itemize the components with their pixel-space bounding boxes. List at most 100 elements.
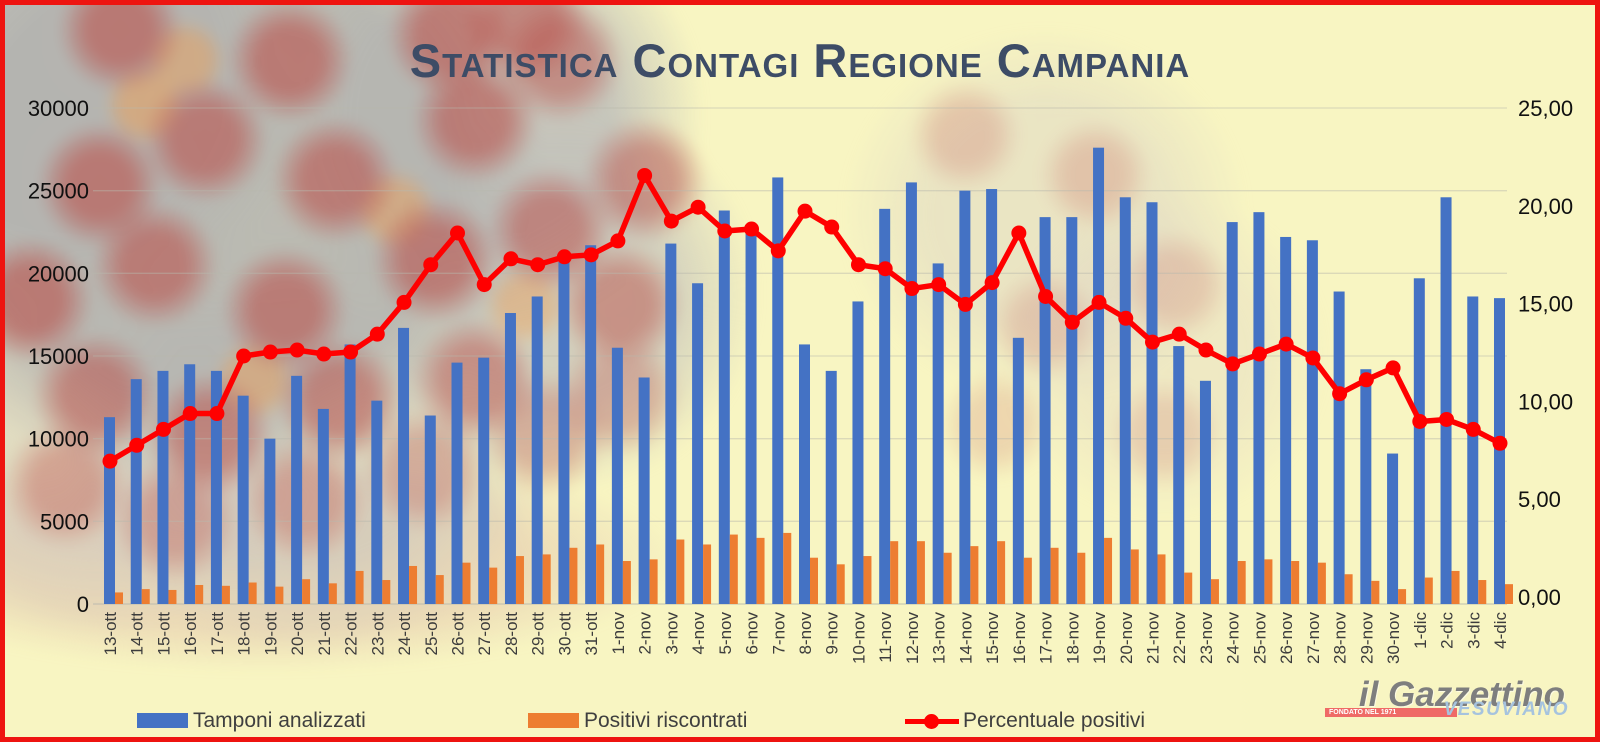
point-percentuale-2-dic — [1439, 411, 1455, 427]
point-percentuale-6-nov — [744, 221, 760, 237]
bar-positivi-31-ott — [596, 544, 605, 604]
bar-positivi-22-ott — [355, 570, 364, 604]
bar-tamponi-3-dic — [1467, 296, 1479, 604]
point-percentuale-19-nov — [1091, 294, 1107, 310]
bar-positivi-15-ott — [168, 589, 177, 604]
bar-positivi-17-ott — [221, 585, 230, 604]
bar-positivi-27-ott — [489, 567, 498, 604]
svg-text:21-ott: 21-ott — [315, 612, 334, 656]
bar-positivi-10-nov — [863, 556, 872, 604]
svg-text:10000: 10000 — [28, 427, 89, 452]
point-percentuale-17-ott — [209, 406, 225, 422]
point-percentuale-1-nov — [610, 233, 626, 249]
point-percentuale-1-dic — [1412, 413, 1428, 429]
point-percentuale-14-nov — [957, 296, 973, 312]
bar-positivi-1-nov — [622, 561, 631, 604]
bar-positivi-29-ott — [542, 554, 551, 604]
svg-text:20-nov: 20-nov — [1117, 612, 1136, 664]
bar-positivi-3-dic — [1478, 580, 1487, 604]
bar-tamponi-24-nov — [1226, 222, 1238, 604]
point-percentuale-5-nov — [717, 223, 733, 239]
bar-positivi-25-ott — [435, 575, 444, 604]
svg-text:19-ott: 19-ott — [261, 612, 280, 656]
bar-tamponi-6-nov — [745, 230, 757, 604]
svg-text:20000: 20000 — [28, 261, 89, 286]
bar-tamponi-18-nov — [1066, 217, 1078, 604]
svg-text:5000: 5000 — [40, 509, 89, 534]
bar-tamponi-16-ott — [184, 364, 196, 604]
bar-tamponi-4-nov — [692, 283, 704, 604]
svg-text:25,00: 25,00 — [1518, 96, 1573, 121]
svg-text:21-nov: 21-nov — [1144, 612, 1163, 664]
svg-text:26-ott: 26-ott — [449, 612, 468, 656]
svg-text:31-ott: 31-ott — [582, 612, 601, 656]
point-percentuale-15-nov — [984, 275, 1000, 291]
point-percentuale-26-nov — [1278, 336, 1294, 352]
svg-text:11-nov: 11-nov — [876, 612, 895, 663]
svg-text:14-nov: 14-nov — [956, 612, 975, 664]
svg-text:24-nov: 24-nov — [1224, 612, 1243, 664]
svg-text:30-ott: 30-ott — [555, 612, 574, 656]
point-percentuale-3-nov — [663, 213, 679, 229]
svg-text:2-nov: 2-nov — [636, 612, 655, 655]
point-percentuale-16-ott — [182, 406, 198, 422]
svg-text:27-nov: 27-nov — [1304, 612, 1323, 664]
bar-positivi-1-dic — [1424, 577, 1433, 604]
point-percentuale-8-nov — [797, 203, 813, 219]
il-gazzettino-vesuviano-logo: il Gazzettino FONDATO NEL 1971 VESUVIANO — [1325, 675, 1567, 723]
bar-tamponi-15-nov — [986, 189, 998, 604]
point-percentuale-21-nov — [1145, 334, 1160, 350]
x-axis-date-labels: 13-ott 14-ott 15-ott 16-ott 17-ott 18-ott 19-o… — [101, 612, 1510, 664]
point-percentuale-27-ott — [476, 277, 492, 293]
bar-positivi-25-nov — [1264, 559, 1273, 604]
bar-tamponi-9-nov — [825, 370, 837, 604]
point-percentuale-29-ott — [530, 257, 546, 273]
bar-tamponi-14-nov — [959, 190, 971, 604]
point-percentuale-14-ott — [129, 437, 145, 453]
bar-tamponi-14-ott — [130, 379, 142, 604]
svg-text:15-ott: 15-ott — [154, 612, 173, 656]
point-percentuale-25-nov — [1251, 346, 1267, 362]
bar-tamponi-26-nov — [1280, 236, 1292, 604]
svg-text:22-ott: 22-ott — [342, 612, 361, 656]
bar-tamponi-15-ott — [157, 370, 169, 604]
point-percentuale-28-ott — [503, 251, 519, 267]
bar-tamponi-19-nov — [1093, 147, 1105, 604]
svg-text:25000: 25000 — [28, 179, 89, 204]
bar-positivi-28-nov — [1344, 574, 1353, 604]
bar-positivi-8-nov — [810, 557, 818, 604]
svg-text:6-nov: 6-nov — [743, 612, 762, 655]
bar-tamponi-21-ott — [317, 408, 329, 604]
svg-text:7-nov: 7-nov — [769, 612, 788, 655]
point-percentuale-12-nov — [904, 281, 920, 297]
bar-positivi-19-nov — [1104, 537, 1113, 604]
bar-positivi-13-nov — [943, 552, 952, 604]
bar-positivi-16-nov — [1023, 557, 1032, 604]
point-percentuale-21-ott — [316, 346, 332, 362]
bar-positivi-13-ott — [115, 592, 123, 604]
point-percentuale-19-ott — [262, 344, 278, 360]
svg-text:8-nov: 8-nov — [796, 612, 815, 655]
bar-tamponi-21-nov — [1146, 202, 1158, 605]
bar-tamponi-8-nov — [799, 344, 810, 604]
svg-text:26-nov: 26-nov — [1277, 612, 1296, 664]
svg-text:5,00: 5,00 — [1518, 487, 1561, 512]
bar-tamponi-30-nov — [1387, 453, 1399, 604]
point-percentuale-26-ott — [450, 225, 465, 241]
bar-positivi-24-ott — [409, 565, 418, 604]
bar-positivi-20-ott — [302, 579, 311, 604]
svg-text:3-nov: 3-nov — [662, 612, 681, 655]
bar-positivi-3-nov — [676, 539, 685, 604]
svg-text:27-ott: 27-ott — [475, 612, 494, 656]
bar-tamponi-27-nov — [1306, 240, 1318, 604]
point-percentuale-3-dic — [1465, 421, 1481, 437]
svg-text:23-ott: 23-ott — [368, 612, 387, 656]
svg-text:19-nov: 19-nov — [1090, 612, 1109, 664]
bar-tamponi-4-dic — [1494, 298, 1505, 604]
svg-text:13-ott: 13-ott — [101, 612, 120, 656]
bar-tamponi-31-ott — [585, 245, 597, 604]
svg-text:16-nov: 16-nov — [1010, 612, 1029, 664]
bar-positivi-30-nov — [1398, 589, 1407, 604]
svg-text:23-nov: 23-nov — [1197, 612, 1216, 664]
point-percentuale-22-ott — [343, 344, 359, 360]
